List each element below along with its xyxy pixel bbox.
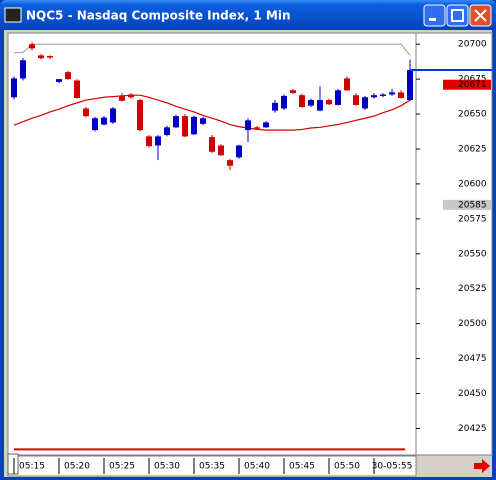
- candle-body: [407, 70, 413, 101]
- x-tick-label: 05:25: [109, 462, 135, 472]
- candle-body: [218, 145, 224, 156]
- candle-body: [146, 136, 152, 147]
- band-line: [14, 43, 411, 56]
- x-tick-label: 05:15: [19, 462, 45, 472]
- price-marker: [443, 199, 491, 210]
- candle-body: [353, 95, 359, 105]
- candle-body: [236, 145, 242, 158]
- candle-body: [74, 80, 80, 98]
- x-tick-label: 05:50: [334, 462, 360, 472]
- minimize-button[interactable]: [423, 4, 446, 27]
- candle-body: [47, 56, 53, 58]
- y-tick-label: 20450: [458, 389, 487, 399]
- candle-body: [299, 95, 305, 108]
- candle-body: [281, 95, 287, 109]
- candle-body: [344, 78, 350, 91]
- maximize-button[interactable]: [446, 4, 469, 27]
- candle-body: [245, 120, 251, 131]
- candle-body: [389, 92, 395, 95]
- moving-average: [13, 94, 411, 131]
- candle-body: [380, 94, 386, 96]
- candle-body: [317, 100, 323, 111]
- y-tick-label: 20625: [458, 144, 487, 154]
- candle-body: [263, 122, 269, 128]
- y-tick-label: 20475: [458, 354, 487, 364]
- candle-body: [164, 127, 170, 136]
- x-tick-label: 05:40: [244, 462, 270, 472]
- x-tick-label: 05:20: [64, 462, 90, 472]
- candle-body: [101, 117, 107, 125]
- x-tick-label: 05:45: [289, 462, 315, 472]
- y-tick-label: 20425: [458, 424, 487, 434]
- y-axis-area: [415, 32, 493, 456]
- candle-body: [254, 127, 260, 129]
- scroll-right-arrow[interactable]: [474, 459, 490, 473]
- candle-body: [200, 118, 206, 124]
- y-tick-label: 20600: [458, 179, 487, 189]
- candle-body: [11, 78, 17, 98]
- candle-body: [83, 108, 89, 117]
- app-icon: [4, 7, 22, 23]
- candle-body: [92, 118, 98, 131]
- candle-body: [227, 160, 233, 166]
- candle-body: [326, 100, 332, 105]
- candle-body: [110, 108, 116, 123]
- price-marker-label: 20671: [458, 80, 487, 90]
- candle-body: [38, 55, 44, 59]
- candle-body: [272, 102, 278, 111]
- candle-body: [308, 100, 314, 106]
- price-marker: [443, 79, 491, 90]
- candle-body: [128, 94, 134, 98]
- y-tick-label: 20575: [458, 214, 487, 224]
- y-tick-label: 20700: [458, 40, 487, 50]
- y-tick-label: 20525: [458, 284, 487, 294]
- price-marker-label: 20585: [458, 200, 487, 210]
- y-tick-label: 20550: [458, 249, 487, 259]
- candle-body: [371, 95, 377, 98]
- candle-body: [155, 136, 161, 146]
- candle-body: [137, 100, 143, 131]
- candle-body: [290, 90, 296, 94]
- candle-body: [173, 116, 179, 128]
- scroll-handle[interactable]: [7, 453, 19, 475]
- candle-body: [29, 44, 35, 49]
- x-tick-label: 05:30: [154, 462, 180, 472]
- candle-body: [362, 97, 368, 109]
- y-tick-label: 20500: [458, 319, 487, 329]
- y-tick-label: 20650: [458, 110, 487, 120]
- candle-body: [398, 92, 404, 98]
- candle-body: [20, 60, 26, 79]
- candle-body: [209, 137, 215, 152]
- window-title: NQC5 - Nasdaq Composite Index, 1 Min: [26, 9, 291, 23]
- x-tick-label: 30-05:55: [372, 462, 413, 472]
- candle-body: [191, 116, 197, 135]
- candle-body: [335, 90, 341, 105]
- candle-body: [65, 72, 71, 80]
- candle-body: [56, 79, 62, 82]
- y-tick-label: 20675: [458, 75, 487, 85]
- candle-body: [119, 95, 125, 101]
- candle-body: [182, 116, 188, 137]
- x-tick-label: 05:35: [199, 462, 225, 472]
- close-button[interactable]: [469, 4, 492, 27]
- title-bar: [0, 0, 496, 30]
